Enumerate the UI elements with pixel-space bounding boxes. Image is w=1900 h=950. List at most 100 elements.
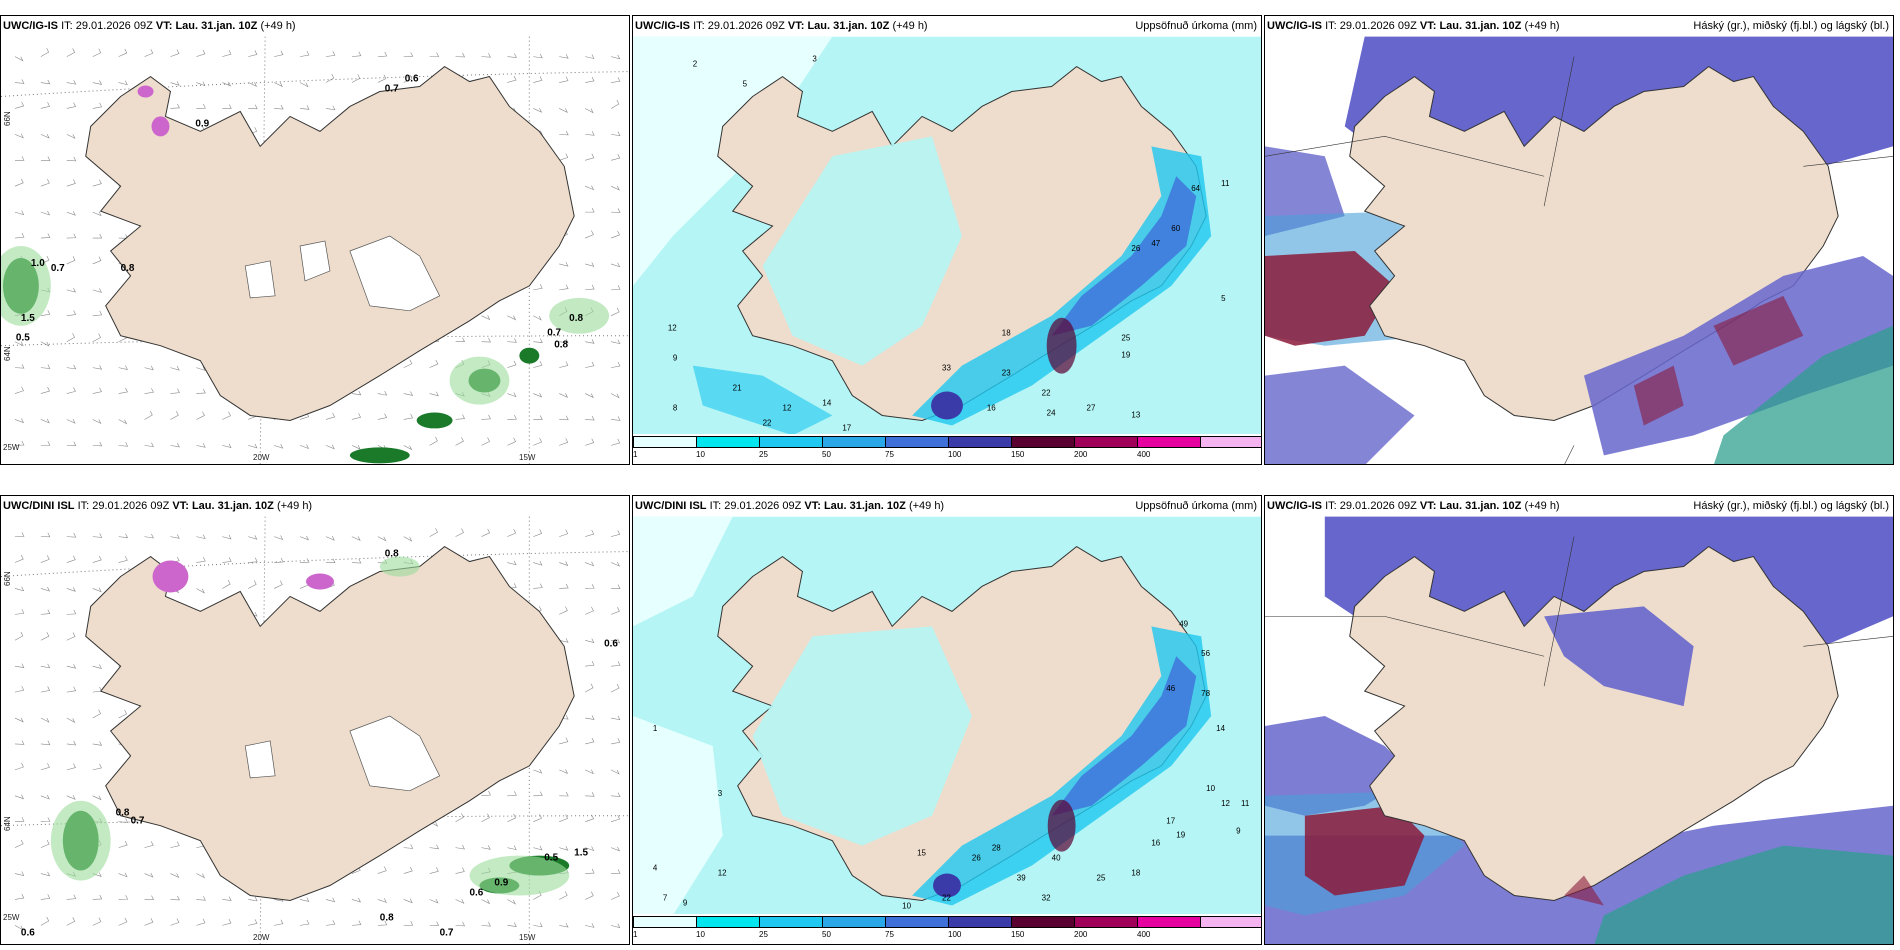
svg-text:46: 46: [1166, 684, 1175, 693]
colorbar-swatch: [759, 916, 823, 928]
precip-colorbar: 1 10 25 50 75 100 150 200 400: [633, 914, 1261, 944]
svg-text:26: 26: [1131, 244, 1140, 253]
svg-text:3: 3: [718, 789, 723, 798]
colorbar-swatch: [885, 436, 949, 448]
lat-label: 64N: [3, 816, 12, 831]
panel-header: UWC/IG-IS IT: 29.01.2026 09Z VT: Lau. 31…: [1265, 16, 1893, 36]
cloud-map: [1265, 516, 1893, 944]
svg-text:26: 26: [972, 854, 981, 863]
svg-text:64: 64: [1191, 184, 1200, 193]
svg-text:13: 13: [1131, 410, 1140, 419]
svg-text:9: 9: [683, 898, 688, 907]
precip-label: 0.7: [51, 263, 65, 274]
colorbar-tick: 400: [1137, 930, 1151, 939]
precip-label: 0.8: [569, 313, 583, 324]
colorbar-tick: 75: [885, 450, 894, 459]
panel-dini-wind-precip: UWC/DINI ISL IT: 29.01.2026 09Z VT: Lau.…: [0, 495, 630, 945]
colorbar-swatch: [948, 916, 1012, 928]
svg-text:9: 9: [1236, 827, 1241, 836]
svg-text:9: 9: [673, 354, 678, 363]
svg-text:40: 40: [1052, 854, 1061, 863]
svg-text:18: 18: [1002, 329, 1011, 338]
panel-dini-clouds: UWC/IG-IS IT: 29.01.2026 09Z VT: Lau. 31…: [1264, 495, 1894, 945]
precip-label: 0.9: [195, 118, 209, 129]
panel-header: UWC/IG-IS IT: 29.01.2026 09Z VT: Lau. 31…: [1265, 496, 1893, 516]
svg-text:0.7: 0.7: [440, 927, 454, 938]
svg-text:16: 16: [1151, 839, 1160, 848]
svg-text:22: 22: [942, 893, 951, 902]
colorbar-swatch: [885, 916, 949, 928]
colorbar-swatch: [1074, 916, 1138, 928]
svg-text:4: 4: [653, 864, 658, 873]
svg-text:0.7: 0.7: [131, 816, 145, 827]
panel-ig-is-wind-precip: UWC/IG-IS IT: 29.01.2026 09Z VT: Lau. 31…: [0, 15, 630, 465]
svg-text:56: 56: [1201, 649, 1210, 658]
panel-header: UWC/IG-IS IT: 29.01.2026 09Z VT: Lau. 31…: [633, 16, 1261, 36]
colorbar-tick: 150: [1011, 930, 1025, 939]
colorbar-tick: 400: [1137, 450, 1151, 459]
colorbar-tick: 200: [1074, 450, 1088, 459]
colorbar-tick: 25: [759, 450, 768, 459]
svg-text:16: 16: [987, 403, 996, 412]
wind-precip-map: 0.6 0.7 0.9 1.0 0.7 0.8 0.5 0.8 0.7 0.8 …: [1, 36, 629, 464]
svg-text:15: 15: [917, 849, 926, 858]
svg-text:25: 25: [1097, 874, 1106, 883]
svg-text:5: 5: [743, 80, 748, 89]
svg-text:12: 12: [718, 869, 727, 878]
colorbar-tick: 10: [696, 930, 705, 939]
colorbar-tick: 1: [633, 450, 638, 459]
colorbar-swatch: [1200, 436, 1261, 448]
precip-label: 0.7: [547, 328, 561, 339]
panel-ig-is-accum-precip: UWC/IG-IS IT: 29.01.2026 09Z VT: Lau. 31…: [632, 15, 1262, 465]
colorbar-tick: 200: [1074, 930, 1088, 939]
svg-text:19: 19: [1176, 831, 1185, 840]
svg-text:7: 7: [663, 893, 668, 902]
svg-text:1.5: 1.5: [574, 848, 588, 859]
svg-text:14: 14: [822, 399, 831, 408]
svg-text:33: 33: [942, 364, 951, 373]
colorbar-swatch: [696, 436, 760, 448]
svg-text:12: 12: [783, 403, 792, 412]
svg-text:5: 5: [1221, 294, 1226, 303]
svg-text:21: 21: [733, 384, 742, 393]
svg-text:28: 28: [992, 844, 1001, 853]
lat-label: 66N: [3, 571, 12, 586]
svg-text:22: 22: [763, 418, 772, 427]
svg-text:8: 8: [673, 403, 678, 412]
colorbar-swatch: [633, 436, 697, 448]
svg-text:0.6: 0.6: [470, 887, 484, 898]
svg-text:3: 3: [812, 55, 817, 64]
iceland-landmass: [85, 65, 575, 421]
svg-text:47: 47: [1151, 239, 1160, 248]
colorbar-tick: 25: [759, 930, 768, 939]
colorbar-swatch: [822, 436, 886, 448]
svg-text:0.8: 0.8: [116, 808, 130, 819]
colorbar-swatch: [1011, 436, 1075, 448]
panel-header: UWC/DINI ISL IT: 29.01.2026 09Z VT: Lau.…: [1, 496, 629, 516]
colorbar-swatch: [696, 916, 760, 928]
precip-label: 1.5: [21, 313, 35, 324]
svg-text:78: 78: [1201, 689, 1210, 698]
svg-text:11: 11: [1221, 179, 1230, 188]
lon-label: 15W: [519, 933, 536, 942]
svg-text:11: 11: [1241, 799, 1250, 808]
lat-label: 64N: [3, 346, 12, 361]
precip-colorbar: 1 10 25 50 75 100 150 200 400: [633, 434, 1261, 464]
lon-label: 20W: [253, 453, 270, 462]
lon-label: 20W: [253, 933, 270, 942]
precip-label: 0.5: [16, 333, 30, 344]
svg-text:0.9: 0.9: [494, 878, 508, 889]
precip-label: 1.0: [31, 258, 45, 269]
svg-text:0.8: 0.8: [385, 549, 399, 560]
svg-text:39: 39: [1017, 874, 1026, 883]
panel-header: UWC/DINI ISL IT: 29.01.2026 09Z VT: Lau.…: [633, 496, 1261, 516]
colorbar-swatch: [822, 916, 886, 928]
precip-label: 0.6: [405, 74, 419, 85]
svg-text:10: 10: [902, 901, 911, 910]
svg-text:32: 32: [1042, 893, 1051, 902]
colorbar-swatch: [1074, 436, 1138, 448]
lon-label: 25W: [3, 443, 20, 452]
svg-text:27: 27: [1087, 403, 1096, 412]
